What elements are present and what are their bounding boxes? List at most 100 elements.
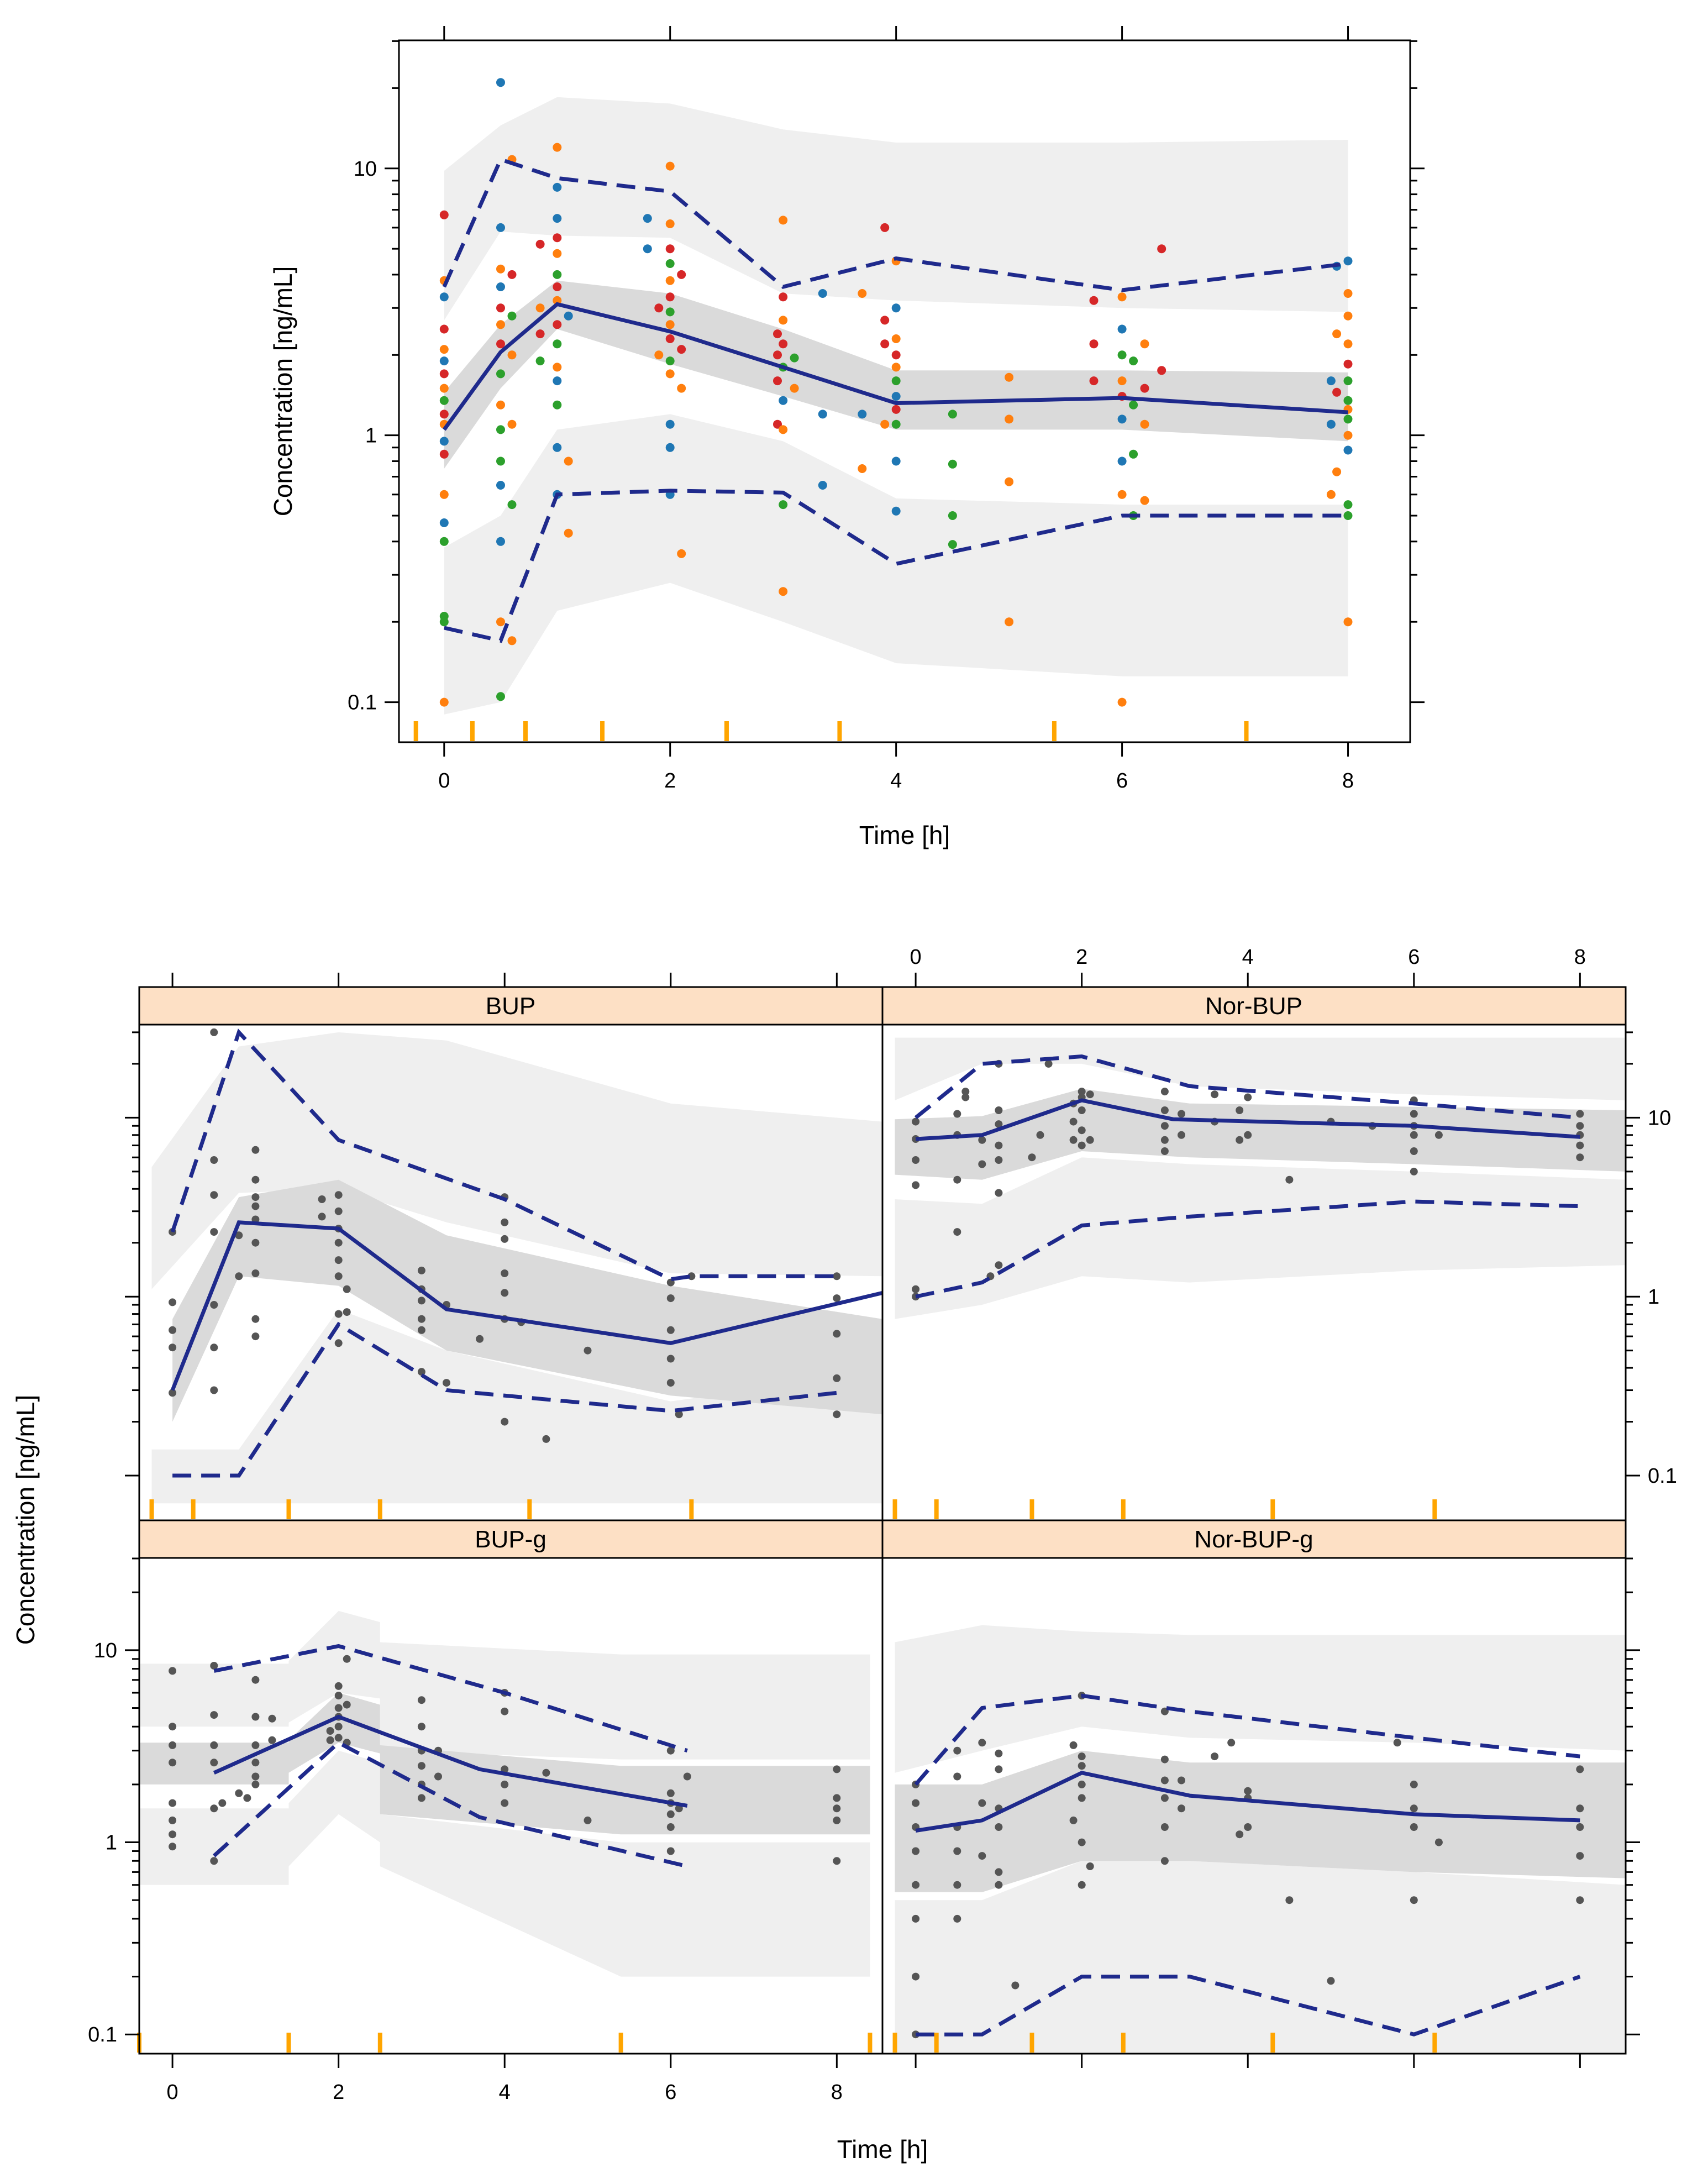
observed-point: [1211, 1090, 1219, 1099]
plot-area: [439, 78, 1353, 715]
observed-point: [995, 1823, 1003, 1831]
observed-point: [978, 1852, 986, 1860]
observed-point: [417, 1762, 425, 1770]
combined-x-tick-label: 2: [664, 769, 676, 793]
observed-point: [1140, 496, 1149, 505]
observed-point: [334, 1734, 343, 1742]
observed-point: [169, 1723, 177, 1731]
observed-point: [858, 464, 867, 473]
observed-point: [210, 1741, 218, 1749]
observed-point: [584, 1816, 592, 1824]
observed-point: [948, 459, 957, 469]
observed-point: [1078, 1088, 1086, 1096]
observed-point: [553, 363, 562, 372]
bup-g-x-tick-label: 4: [499, 2081, 511, 2104]
observed-point: [891, 350, 901, 360]
observed-point: [535, 239, 545, 249]
percentile-05-line: [444, 489, 1348, 643]
observed-point: [833, 1816, 841, 1824]
observed-point: [169, 1799, 177, 1807]
observed-point: [235, 1231, 243, 1240]
observed-point: [1005, 477, 1014, 486]
observed-point: [912, 1799, 920, 1807]
observed-point: [553, 233, 562, 243]
observed-point: [496, 400, 505, 410]
observed-point: [507, 350, 517, 360]
observed-point: [677, 384, 686, 393]
observed-point: [169, 1816, 177, 1824]
observed-point: [665, 356, 675, 366]
observed-point: [439, 345, 449, 354]
observed-point: [790, 384, 799, 393]
observed-point: [1160, 1823, 1169, 1831]
observed-point: [417, 1266, 425, 1274]
observed-point: [665, 161, 675, 171]
observed-point: [1343, 339, 1353, 349]
observed-point: [343, 1655, 351, 1663]
observed-point: [1227, 1739, 1236, 1747]
median-line: [213, 1714, 688, 1808]
observed-point: [1576, 1765, 1584, 1773]
observed-point: [833, 1794, 841, 1802]
observed-point: [665, 320, 675, 329]
upper-percentile-band: [139, 1610, 870, 1760]
observed-point: [251, 1146, 260, 1154]
observed-point: [1028, 1153, 1036, 1162]
observed-point: [1005, 372, 1014, 382]
observed-point: [1005, 414, 1014, 424]
observed-point: [995, 1106, 1003, 1114]
observed-point: [677, 549, 686, 558]
observed-point: [833, 1330, 841, 1338]
observed-point: [439, 396, 449, 405]
observed-point: [912, 1156, 920, 1164]
observed-point: [675, 1410, 683, 1419]
nor-bup-strip-label: Nor-BUP: [1205, 993, 1302, 1020]
observed-point: [564, 311, 573, 321]
observed-point: [417, 1315, 425, 1323]
observed-point: [978, 1136, 986, 1144]
observed-point: [343, 1308, 351, 1316]
observed-point: [1160, 1794, 1169, 1802]
observed-point: [961, 1088, 970, 1096]
observed-point: [210, 1343, 218, 1352]
upper-percentile-band: [895, 1625, 1626, 1773]
observed-point: [535, 356, 545, 366]
observed-point: [677, 270, 686, 279]
observed-point: [1343, 500, 1353, 510]
observed-point: [496, 78, 505, 87]
observed-point: [1160, 1755, 1169, 1764]
median-prediction-band: [172, 1179, 882, 1422]
observed-point: [417, 1326, 425, 1334]
observed-point: [665, 369, 675, 379]
observed-point: [1576, 1122, 1584, 1130]
observed-point: [417, 1794, 425, 1802]
observed-point: [1140, 339, 1149, 349]
observed-point: [501, 1707, 509, 1715]
observed-point: [439, 612, 449, 621]
observed-point: [507, 500, 517, 510]
observed-point: [496, 369, 505, 379]
observed-point: [1140, 384, 1149, 393]
bup-strip-label: BUP: [486, 993, 535, 1020]
observed-point: [496, 303, 505, 313]
observed-point: [535, 329, 545, 339]
observed-point: [417, 1696, 425, 1704]
observed-point: [564, 456, 573, 466]
observed-point: [1157, 244, 1166, 254]
observed-point: [251, 1202, 260, 1210]
observed-point: [858, 410, 867, 419]
observed-point: [1343, 376, 1353, 386]
observed-point: [1129, 356, 1138, 366]
median-prediction-band: [139, 1693, 870, 1835]
bup-g-x-tick-label: 0: [167, 2081, 178, 2104]
lower-percentile-band: [895, 1157, 1626, 1319]
observed-point: [978, 1160, 986, 1168]
observed-point: [334, 1723, 343, 1731]
observed-point: [953, 1110, 961, 1118]
observed-point: [1089, 296, 1099, 305]
observed-point: [948, 410, 957, 419]
observed-point: [665, 276, 675, 285]
observed-point: [1393, 1739, 1401, 1747]
observed-point: [1140, 419, 1149, 429]
observed-point: [417, 1297, 425, 1305]
